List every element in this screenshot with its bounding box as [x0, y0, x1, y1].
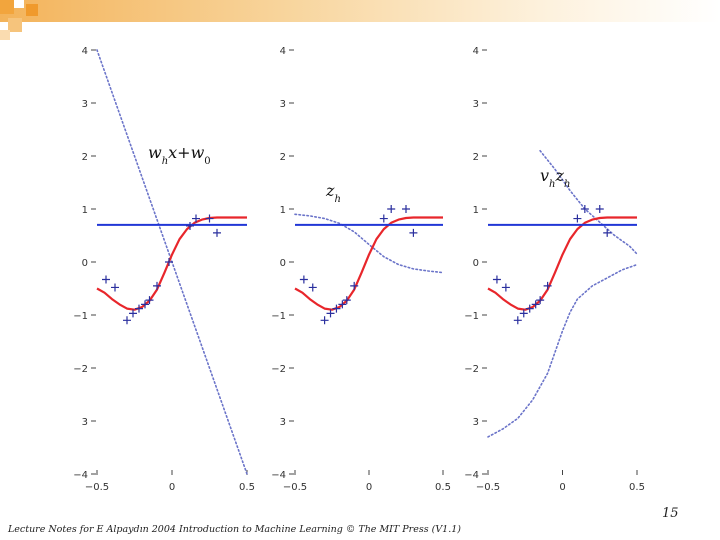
- x-tick-label: 0: [366, 482, 372, 493]
- data-point: [342, 296, 351, 305]
- series-activation: [294, 213, 444, 274]
- data-point: [186, 221, 194, 230]
- y-tick-label: 0: [280, 258, 286, 269]
- panel-annotation: zh: [325, 181, 341, 205]
- y-tick-label: 3: [82, 99, 88, 110]
- data-point: [129, 309, 137, 318]
- data-point: [135, 304, 143, 313]
- y-tick-label: 2: [82, 152, 88, 163]
- data-point: [338, 300, 347, 309]
- data-point: [205, 214, 214, 223]
- y-tick-label: 4: [280, 46, 286, 57]
- y-tick-label: 1: [473, 205, 479, 216]
- x-tick-label: 0.5: [239, 482, 255, 493]
- y-tick-label: 2: [473, 152, 479, 163]
- corner-decoration: [0, 0, 720, 40]
- series-weighted_upper: [539, 149, 638, 255]
- data-point: [387, 205, 396, 213]
- y-tick-label: 1: [82, 205, 88, 216]
- data-point: [332, 304, 341, 313]
- panel-left: 4 3 2 1 0 −1 −2 3 −4−0.5 0 0.5 whx+w0: [73, 46, 255, 493]
- y-tick-label: 4: [473, 46, 479, 57]
- data-point: [379, 214, 388, 223]
- y-tick-label: −1: [73, 311, 88, 322]
- data-point: [573, 214, 582, 223]
- x-tick-label: 0: [169, 482, 175, 493]
- data-point: [603, 228, 612, 237]
- panel-annotation: vhzh: [540, 166, 570, 190]
- data-point: [409, 228, 418, 237]
- series-weighted_lower: [487, 263, 638, 438]
- y-tick-label: −2: [464, 364, 479, 375]
- data-point: [145, 296, 154, 305]
- y-tick-label: −4: [464, 470, 479, 481]
- x-tick-label: −0.5: [85, 482, 109, 493]
- y-tick-label: −4: [271, 470, 286, 481]
- x-tick-label: −0.5: [476, 482, 500, 493]
- data-point: [525, 304, 534, 313]
- panel-annotation: whx+w0: [148, 143, 211, 167]
- y-tick-label: 0: [473, 258, 479, 269]
- y-tick-label: 3: [82, 417, 88, 428]
- data-point: [153, 281, 161, 290]
- data-point: [320, 316, 329, 325]
- y-tick-label: 3: [473, 417, 479, 428]
- y-tick-label: 3: [280, 99, 286, 110]
- data-point: [595, 205, 604, 213]
- x-tick-label: −0.5: [283, 482, 307, 493]
- data-point: [543, 281, 552, 290]
- y-tick-label: 3: [473, 99, 479, 110]
- y-tick-label: −1: [464, 311, 479, 322]
- data-point: [519, 309, 528, 318]
- data-point: [326, 309, 335, 318]
- data-point: [111, 283, 119, 292]
- data-point: [513, 316, 522, 325]
- y-tick-label: 4: [82, 46, 88, 57]
- x-tick-label: 0: [559, 482, 565, 493]
- data-point: [213, 228, 221, 237]
- y-tick-label: 2: [280, 152, 286, 163]
- y-tick-label: −2: [73, 364, 88, 375]
- series-sigmoid: [294, 216, 443, 311]
- y-tick-label: 0: [82, 258, 88, 269]
- panel-middle: 4 3 2 1 0 −1 −2 3 −4−0.5 0 0.5 zh: [271, 46, 451, 493]
- x-tick-label: 0.5: [435, 482, 451, 493]
- data-point: [299, 275, 308, 284]
- data-point: [531, 300, 540, 309]
- data-point: [308, 283, 317, 292]
- footer-citation: Lecture Notes for E Alpaydın 2004 Introd…: [8, 524, 461, 535]
- y-tick-label: −1: [271, 311, 286, 322]
- data-point: [501, 283, 510, 292]
- data-point: [192, 214, 200, 223]
- data-point: [102, 275, 110, 284]
- data-point: [536, 296, 545, 305]
- page-number: 15: [662, 506, 679, 521]
- series-sigmoid: [96, 216, 247, 311]
- y-tick-label: 1: [280, 205, 286, 216]
- data-point: [580, 205, 589, 213]
- y-tick-label: −2: [271, 364, 286, 375]
- y-tick-label: −4: [73, 470, 88, 481]
- panel-right: 4 3 2 1 0 −1 −2 3 −4−0.5 0 0.5 vhzh: [464, 46, 645, 493]
- data-point: [141, 300, 149, 309]
- data-point: [123, 316, 131, 325]
- data-point: [350, 281, 359, 290]
- y-tick-label: 3: [280, 417, 286, 428]
- data-point: [402, 205, 410, 213]
- x-tick-label: 0.5: [629, 482, 645, 493]
- data-point: [165, 258, 173, 266]
- series-sigmoid: [487, 216, 637, 311]
- data-point: [492, 275, 501, 284]
